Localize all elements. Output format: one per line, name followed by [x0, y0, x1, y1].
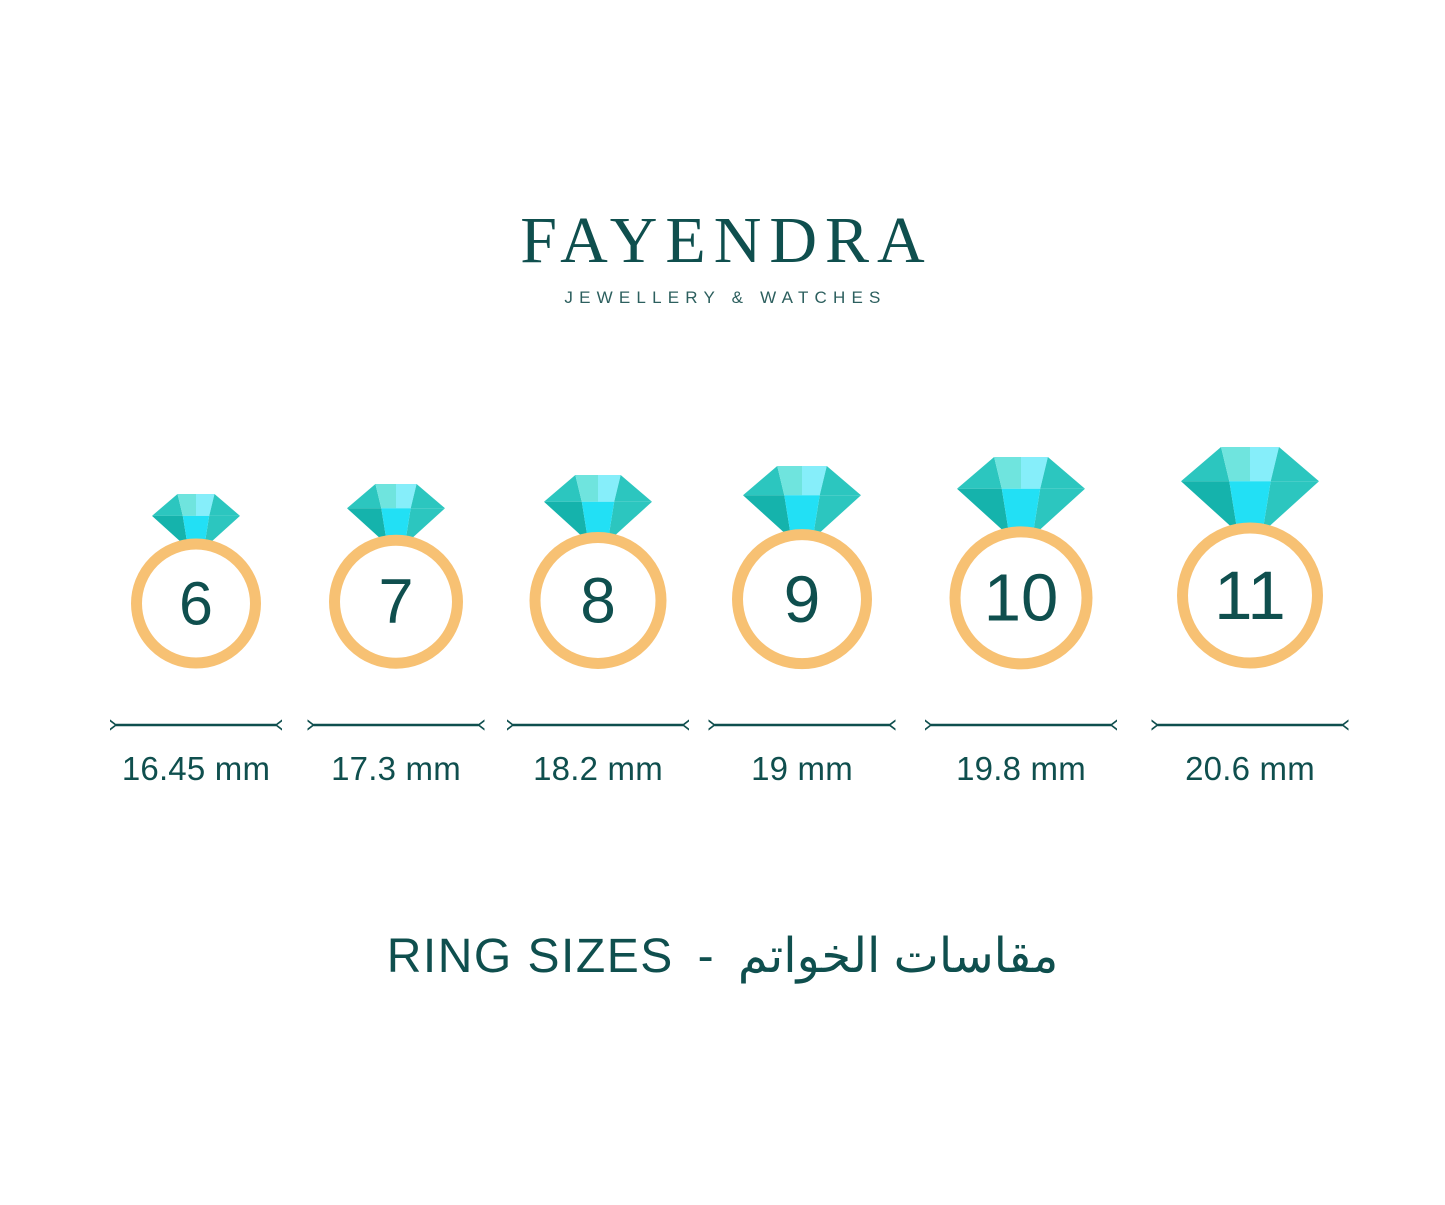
brand-name: FAYENDRA	[520, 204, 933, 277]
ring-diameter-label: 16.45 mm	[121, 750, 271, 787]
ring-band	[949, 525, 1093, 669]
ring-diameter-label: 19 mm	[751, 750, 853, 787]
ring-graphic: 9	[732, 465, 872, 669]
ring-graphic: 6	[131, 494, 261, 669]
gem-icon	[743, 465, 861, 539]
ring-diameter-label: 20.6 mm	[1185, 750, 1315, 787]
ring-graphic: 8	[529, 475, 667, 669]
ring-graphic: 11	[1177, 447, 1323, 669]
diameter-dimension-line	[708, 708, 896, 742]
ring-diameter-label: 18.2 mm	[533, 750, 663, 787]
ring-size-number: 11	[1214, 557, 1286, 634]
ring-size-item[interactable]: 8 18.2 mm	[488, 440, 708, 830]
ring-illustration: 10	[946, 454, 1097, 672]
ring-diameter-label: 19.8 mm	[956, 750, 1086, 787]
brand-logo: FAYENDRA JEWELLERY & WATCHES	[0, 208, 1445, 308]
ring-band	[329, 534, 463, 669]
gem-icon	[1181, 447, 1319, 533]
ring-size-number: 7	[378, 567, 413, 637]
diameter-dimension-line	[925, 708, 1117, 742]
ring-size-item[interactable]: 9 19 mm	[692, 440, 912, 830]
chart-caption: RING SIZES - مقاسات الخواتم	[0, 928, 1445, 984]
diameter-dimension-line	[307, 708, 485, 742]
gem-icon	[957, 456, 1085, 536]
caption-english: RING SIZES	[386, 930, 674, 983]
ring-graphic: 7	[329, 484, 463, 669]
ring-size-item[interactable]: 11 20.6 mm	[1140, 440, 1360, 830]
caption-arabic: مقاسات الخواتم	[737, 930, 1059, 983]
diameter-dimension-line	[507, 708, 689, 742]
ring-band	[529, 531, 667, 669]
ring-illustration: 9	[728, 463, 876, 672]
ring-band	[1177, 522, 1323, 669]
ring-size-number: 10	[984, 560, 1059, 635]
caption-separator: -	[697, 930, 715, 983]
ring-band	[732, 528, 872, 669]
diameter-dimension-line	[110, 708, 282, 742]
ring-illustration: 7	[325, 481, 467, 672]
ring-size-number: 6	[179, 570, 213, 638]
ring-illustration: 6	[127, 491, 265, 672]
ring-size-item[interactable]: 7 17.3 mm	[286, 440, 506, 830]
diameter-dimension-line	[1151, 708, 1349, 742]
gem-icon	[544, 475, 652, 542]
ring-size-number: 9	[784, 562, 821, 636]
ring-size-item[interactable]: 10 19.8 mm	[911, 440, 1131, 830]
ring-diameter-label: 17.3 mm	[331, 750, 461, 787]
ring-graphic: 10	[949, 456, 1093, 669]
brand-tagline: JEWELLERY & WATCHES	[564, 288, 887, 307]
ring-illustration: 8	[526, 472, 671, 672]
ring-illustration: 11	[1173, 444, 1327, 672]
ring-size-row: 6 16.45 mm 7	[0, 440, 1445, 830]
ring-band	[131, 538, 261, 669]
ring-size-number: 8	[580, 564, 616, 636]
ring-size-item[interactable]: 6 16.45 mm	[86, 440, 306, 830]
